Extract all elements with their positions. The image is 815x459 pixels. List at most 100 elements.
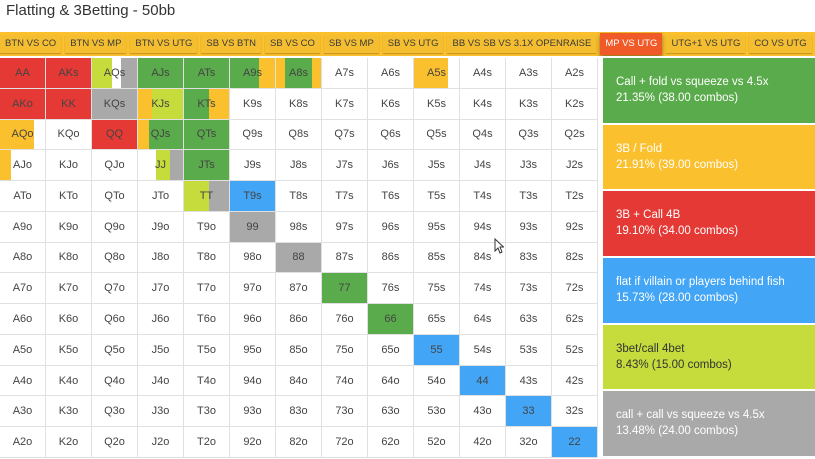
hand-cell[interactable]: 32s	[552, 396, 598, 428]
hand-cell[interactable]: Q8o	[92, 242, 138, 274]
hand-cell[interactable]: Q8s	[276, 119, 322, 151]
hand-cell[interactable]: 94o	[230, 365, 276, 397]
hand-cell[interactable]: T9o	[184, 211, 230, 243]
hand-cell[interactable]: 99	[230, 211, 276, 243]
hand-cell[interactable]: 83s	[506, 242, 552, 274]
hand-cell[interactable]: 65s	[414, 304, 460, 335]
hand-cell[interactable]: T8o	[184, 242, 230, 274]
hand-cell[interactable]: KK	[46, 88, 92, 120]
hand-cell[interactable]: 65o	[368, 334, 414, 366]
hand-cell[interactable]: 52s	[552, 334, 598, 366]
hand-cell[interactable]: 86s	[368, 242, 414, 274]
hand-cell[interactable]: A3o	[0, 396, 46, 428]
hand-cell[interactable]: J4s	[460, 150, 506, 182]
hand-cell[interactable]: K7o	[46, 273, 92, 305]
hand-cell[interactable]: K6s	[368, 88, 414, 120]
hand-cell[interactable]: A5o	[0, 334, 46, 366]
hand-cell[interactable]: J3o	[138, 396, 184, 428]
hand-cell[interactable]: J7o	[138, 273, 184, 305]
hand-cell[interactable]: K9s	[230, 88, 276, 120]
hand-cell[interactable]: K4s	[460, 88, 506, 120]
hand-cell[interactable]: 86o	[276, 304, 322, 335]
hand-cell[interactable]: A2o	[0, 427, 46, 458]
hand-cell[interactable]: J2s	[552, 150, 598, 182]
hand-cell[interactable]: 22	[552, 427, 598, 458]
hand-cell[interactable]: 82o	[276, 427, 322, 458]
hand-cell[interactable]: Q7o	[92, 273, 138, 305]
hand-cell[interactable]: A8o	[0, 242, 46, 274]
hand-cell[interactable]: T8s	[276, 181, 322, 212]
hand-cell[interactable]: 87o	[276, 273, 322, 305]
hand-cell[interactable]: T5o	[184, 334, 230, 366]
hand-cell[interactable]: 62s	[552, 304, 598, 335]
hand-cell[interactable]: A5s	[414, 58, 460, 89]
hand-cell[interactable]: A2s	[552, 58, 598, 89]
hand-cell[interactable]: 75s	[414, 273, 460, 305]
hand-cell[interactable]: J8s	[276, 150, 322, 182]
hand-cell[interactable]: 87s	[322, 242, 368, 274]
hand-cell[interactable]: 33	[506, 396, 552, 428]
hand-cell[interactable]: QJs	[138, 119, 184, 151]
hand-cell[interactable]: 54o	[414, 365, 460, 397]
hand-cell[interactable]: 73o	[322, 396, 368, 428]
hand-cell[interactable]: A7s	[322, 58, 368, 89]
hand-cell[interactable]: 75o	[322, 334, 368, 366]
hand-cell[interactable]: Q6s	[368, 119, 414, 151]
hand-cell[interactable]: 92s	[552, 211, 598, 243]
hand-cell[interactable]: K8o	[46, 242, 92, 274]
hand-cell[interactable]: 64s	[460, 304, 506, 335]
hand-cell[interactable]: K6o	[46, 304, 92, 335]
hand-cell[interactable]: A9s	[230, 58, 276, 89]
hand-cell[interactable]: T6o	[184, 304, 230, 335]
tab-co-vs-utg[interactable]: CO VS UTG	[749, 35, 812, 53]
hand-cell[interactable]: Q3s	[506, 119, 552, 151]
hand-cell[interactable]: 94s	[460, 211, 506, 243]
hand-cell[interactable]: T6s	[368, 181, 414, 212]
hand-cell[interactable]: J9s	[230, 150, 276, 182]
hand-cell[interactable]: J9o	[138, 211, 184, 243]
hand-cell[interactable]: JTo	[138, 181, 184, 212]
hand-cell[interactable]: 54s	[460, 334, 506, 366]
hand-cell[interactable]: K9o	[46, 211, 92, 243]
hand-cell[interactable]: 73s	[506, 273, 552, 305]
hand-cell[interactable]: Q7s	[322, 119, 368, 151]
hand-cell[interactable]: K8s	[276, 88, 322, 120]
tab-utg-1-vs-utg[interactable]: UTG+1 VS UTG	[666, 35, 746, 53]
hand-cell[interactable]: 97s	[322, 211, 368, 243]
hand-cell[interactable]: AQo	[0, 119, 46, 151]
hand-cell[interactable]: J6s	[368, 150, 414, 182]
hand-cell[interactable]: 98o	[230, 242, 276, 274]
hand-cell[interactable]: K4o	[46, 365, 92, 397]
hand-cell[interactable]: 82s	[552, 242, 598, 274]
hand-cell[interactable]: 62o	[368, 427, 414, 458]
hand-cell[interactable]: AKs	[46, 58, 92, 89]
hand-cell[interactable]: Q4s	[460, 119, 506, 151]
hand-cell[interactable]: 72s	[552, 273, 598, 305]
hand-cell[interactable]: A6s	[368, 58, 414, 89]
hand-cell[interactable]: J6o	[138, 304, 184, 335]
hand-cell[interactable]: A4s	[460, 58, 506, 89]
hand-cell[interactable]: 93o	[230, 396, 276, 428]
hand-cell[interactable]: T3o	[184, 396, 230, 428]
hand-cell[interactable]: QTs	[184, 119, 230, 151]
hand-cell[interactable]: KJo	[46, 150, 92, 182]
hand-cell[interactable]: 83o	[276, 396, 322, 428]
hand-cell[interactable]: 66	[368, 304, 414, 335]
tab-sb-vs-mp[interactable]: SB VS MP	[323, 35, 379, 53]
hand-cell[interactable]: K3s	[506, 88, 552, 120]
hand-cell[interactable]: KQo	[46, 119, 92, 151]
hand-cell[interactable]: 43o	[460, 396, 506, 428]
hand-cell[interactable]: Q6o	[92, 304, 138, 335]
hand-cell[interactable]: JTs	[184, 150, 230, 182]
hand-cell[interactable]: 88	[276, 242, 322, 274]
hand-cell[interactable]: Q5s	[414, 119, 460, 151]
hand-cell[interactable]: 63o	[368, 396, 414, 428]
hand-cell[interactable]: J7s	[322, 150, 368, 182]
tab-sb-vs-utg[interactable]: SB VS UTG	[382, 35, 444, 53]
hand-cell[interactable]: 32o	[506, 427, 552, 458]
tab-btn-vs-utg[interactable]: BTN VS UTG	[130, 35, 198, 53]
hand-cell[interactable]: 96o	[230, 304, 276, 335]
hand-cell[interactable]: K5s	[414, 88, 460, 120]
hand-cell[interactable]: JJ	[138, 150, 184, 182]
hand-cell[interactable]: 93s	[506, 211, 552, 243]
